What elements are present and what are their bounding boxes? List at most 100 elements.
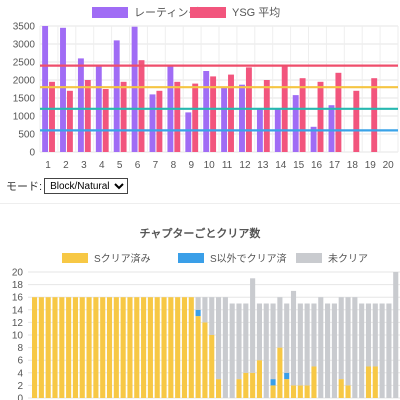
chart-title: チャプターごとクリア数 (140, 226, 262, 240)
y-tick-label: 12 (12, 318, 24, 329)
legend-swatch (178, 253, 204, 263)
bar-ysg-average (228, 74, 234, 152)
x-tick-label: 12 (239, 160, 251, 171)
x-tick-label: 1 (45, 160, 51, 171)
x-tick-label: 9 (188, 160, 194, 171)
bar-ysg-average (84, 80, 91, 152)
stacked-bar-not-cleared (331, 303, 337, 398)
bar-ysg-average (192, 83, 199, 152)
y-tick-label: 0 (17, 394, 23, 400)
bar-ysg-average (210, 76, 217, 152)
bar-rating (221, 87, 228, 152)
stacked-bar-not-cleared (284, 303, 290, 373)
x-tick-label: 11 (222, 160, 233, 171)
y-tick-label: 18 (12, 280, 24, 291)
stacked-bar-not-cleared (270, 303, 276, 380)
stacked-bar-not-cleared (216, 297, 222, 380)
bar-ysg-average (120, 81, 127, 152)
bar-ysg-average (138, 60, 145, 153)
stacked-bar-not-cleared (365, 303, 372, 367)
legend-label: レーティング (134, 5, 199, 19)
stacked-bar-not-cleared (290, 290, 297, 386)
bar-ysg-average (102, 89, 109, 152)
mode-select[interactable]: Block/Natural (44, 178, 129, 194)
stacked-bar-not-cleared (386, 303, 392, 398)
section-divider (0, 203, 400, 204)
stacked-bar-not-cleared (195, 297, 201, 310)
y-tick-label: 16 (12, 293, 24, 304)
stacked-bar-s-clear (338, 379, 344, 398)
x-tick-label: 18 (347, 160, 359, 171)
y-tick-label: 1500 (13, 94, 36, 105)
stacked-bar-s-clear (168, 297, 174, 398)
stacked-bar-not-cleared (229, 303, 235, 398)
y-tick-label: 4 (17, 368, 23, 379)
bar-rating (149, 94, 156, 152)
stacked-bar-s-clear (141, 297, 147, 398)
bar-ysg-average (371, 78, 378, 152)
x-tick-label: 13 (257, 160, 269, 171)
bar-rating (131, 26, 138, 152)
y-tick-label: 1000 (13, 112, 36, 123)
stacked-bar-s-clear (72, 297, 78, 398)
y-tick-label: 8 (17, 343, 23, 354)
x-tick-label: 14 (275, 160, 287, 171)
stacked-bar-not-cleared (243, 303, 249, 373)
stacked-bar-not-cleared (352, 297, 358, 398)
bar-ysg-average (299, 78, 306, 152)
stacked-bar-not-cleared (338, 297, 344, 380)
stacked-bar-s-clear (209, 335, 215, 398)
bar-ysg-average (353, 90, 360, 152)
stacked-bar-s-clear (86, 297, 92, 398)
x-tick-label: 8 (171, 160, 177, 171)
x-tick-label: 6 (135, 160, 141, 171)
stacked-bar-s-clear (100, 297, 106, 398)
stacked-bar-s-clear (345, 385, 351, 398)
stacked-bar-s-clear (304, 385, 310, 398)
stacked-bar-not-cleared (250, 278, 256, 373)
y-tick-label: 2 (17, 381, 23, 392)
bar-ysg-average (317, 81, 324, 152)
bar-rating (60, 27, 66, 152)
bar-rating (239, 84, 245, 152)
x-tick-label: 17 (329, 160, 341, 171)
bar-ysg-average (156, 90, 163, 152)
stacked-bar-s-clear (290, 385, 297, 398)
y-tick-label: 2500 (13, 58, 36, 69)
y-tick-label: 6 (17, 356, 23, 367)
x-tick-label: 4 (99, 160, 105, 171)
stacked-bar-s-clear (311, 366, 317, 398)
bar-ysg-average (49, 81, 55, 152)
y-tick-label: 500 (18, 130, 35, 141)
y-tick-label: 0 (29, 148, 35, 159)
stacked-bar-not-cleared (297, 303, 303, 386)
stacked-bar-s-clear (79, 297, 85, 398)
x-tick-label: 20 (383, 160, 395, 171)
legend-label: 未クリア (328, 253, 368, 265)
stacked-bar-not-cleared (304, 303, 310, 386)
mode-label: モード: (6, 181, 43, 193)
bar-rating (185, 112, 192, 152)
bar-rating (203, 71, 210, 152)
y-tick-label: 3500 (13, 22, 36, 33)
stacked-bar-not-cleared (311, 303, 317, 367)
stacked-bar-s-clear (256, 360, 262, 398)
stacked-bar-s-clear (277, 347, 283, 398)
stacked-bar-s-clear (106, 297, 113, 398)
bar-rating (77, 58, 84, 152)
stacked-bar-s-clear (59, 297, 65, 398)
stacked-bar-s-clear (45, 297, 51, 398)
stacked-bar-not-cleared (256, 303, 262, 361)
stacked-bar-not-cleared (393, 272, 399, 398)
y-tick-label: 20 (12, 268, 24, 279)
x-tick-label: 16 (311, 160, 323, 171)
y-tick-label: 14 (12, 305, 24, 316)
x-tick-label: 10 (204, 160, 216, 171)
stacked-bar-s-clear (38, 297, 44, 398)
stacked-bar-s-clear (181, 297, 188, 398)
stacked-bar-not-cleared (236, 303, 242, 380)
legend-label: YSG 平均 (232, 6, 280, 19)
stacked-bar-s-clear (270, 385, 276, 398)
stacked-bar-not-cleared (345, 297, 351, 386)
